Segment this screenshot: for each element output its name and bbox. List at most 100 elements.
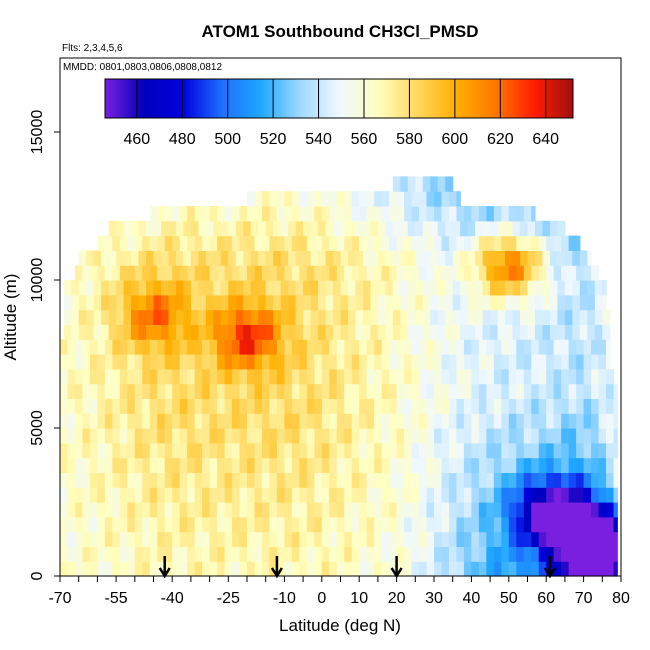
- heatmap-cell: [273, 324, 282, 340]
- colorbar-tick-label: 480: [169, 131, 196, 148]
- heatmap-cell: [164, 339, 173, 355]
- colorbar-swatch: [411, 79, 415, 118]
- heatmap-cell: [205, 250, 214, 266]
- heatmap-cell: [419, 413, 428, 429]
- heatmap-cell: [419, 191, 428, 207]
- heatmap-cell: [329, 428, 338, 444]
- heatmap-cell: [261, 368, 271, 385]
- heatmap-cell: [478, 516, 487, 533]
- heatmap-cell: [463, 561, 472, 577]
- heatmap-cell: [108, 250, 117, 266]
- heatmap-cell: [306, 191, 315, 207]
- heatmap-cell: [172, 206, 181, 222]
- heatmap-cell: [501, 442, 510, 459]
- heatmap-cell: [549, 294, 559, 311]
- heatmap-cell: [497, 280, 506, 296]
- heatmap-cell: [344, 487, 353, 503]
- heatmap-cell: [366, 442, 375, 459]
- heatmap-cell: [175, 250, 185, 266]
- heatmap-cell: [306, 206, 315, 222]
- heatmap-cell: [153, 324, 162, 340]
- heatmap-cell: [463, 428, 472, 444]
- heatmap-cell: [538, 531, 547, 547]
- heatmap-cell: [97, 413, 106, 429]
- heatmap-cell: [478, 487, 487, 503]
- heatmap-cell: [232, 368, 241, 385]
- heatmap-cell: [366, 265, 375, 281]
- heatmap-cell: [321, 383, 330, 399]
- heatmap-cell: [254, 265, 263, 281]
- heatmap-cell: [355, 324, 364, 340]
- colorbar-swatch: [136, 79, 140, 118]
- heatmap-cell: [202, 561, 211, 577]
- heatmap-cell: [441, 516, 450, 533]
- heatmap-cell: [104, 457, 113, 473]
- heatmap-cell: [168, 250, 177, 266]
- heatmap-cell: [613, 487, 618, 503]
- heatmap-cell: [134, 354, 143, 370]
- heatmap-cell: [217, 413, 226, 429]
- heatmap-cell: [407, 294, 416, 311]
- heatmap-cell: [254, 472, 263, 488]
- heatmap-cell: [344, 546, 353, 562]
- heatmap-cell: [131, 250, 140, 266]
- heatmap-cell: [299, 413, 308, 429]
- heatmap-cell: [67, 487, 76, 503]
- heatmap-cell: [475, 294, 484, 311]
- heatmap-cell: [142, 354, 151, 370]
- heatmap-cell: [89, 531, 98, 547]
- heatmap-cell: [602, 309, 611, 325]
- heatmap-cell: [531, 235, 540, 251]
- heatmap-cell: [478, 354, 487, 370]
- heatmap-cell: [531, 398, 540, 414]
- colorbar-swatch: [323, 79, 327, 118]
- heatmap-cell: [89, 413, 98, 429]
- heatmap-cell: [247, 354, 256, 370]
- heatmap-cell: [183, 294, 192, 311]
- heatmap-cell: [493, 265, 502, 281]
- heatmap-cell: [149, 457, 158, 473]
- heatmap-cell: [523, 502, 532, 518]
- heatmap-cell: [284, 546, 293, 562]
- heatmap-cell: [247, 561, 256, 577]
- heatmap-cell: [493, 472, 502, 488]
- heatmap-cell: [254, 206, 263, 222]
- heatmap-cell: [430, 294, 439, 311]
- heatmap-cell: [172, 472, 181, 488]
- heatmap-cell: [419, 546, 428, 562]
- heatmap-cell: [520, 250, 529, 266]
- heatmap-cell: [568, 265, 577, 281]
- heatmap-cell: [389, 487, 398, 503]
- heatmap-cell: [538, 457, 547, 473]
- heatmap-cell: [235, 324, 244, 340]
- heatmap-cell: [325, 280, 334, 296]
- heatmap-cell: [78, 250, 87, 266]
- heatmap-cell: [172, 516, 181, 533]
- heatmap-cell: [336, 339, 345, 355]
- colorbar-swatch: [300, 79, 304, 118]
- heatmap-cell: [445, 324, 454, 340]
- heatmap-cell: [576, 368, 585, 385]
- heatmap-cell: [172, 428, 181, 444]
- heatmap-cell: [209, 531, 218, 547]
- heatmap-cell: [217, 354, 226, 370]
- heatmap-cell: [392, 280, 401, 296]
- heatmap-cell: [546, 413, 555, 429]
- heatmap-cell: [127, 502, 136, 518]
- heatmap-cell: [157, 235, 166, 251]
- heatmap-cell: [67, 531, 76, 547]
- heatmap-cell: [516, 265, 525, 281]
- heatmap-cell: [456, 265, 465, 281]
- heatmap-cell: [366, 531, 375, 547]
- heatmap-cell: [190, 294, 199, 311]
- heatmap-cell: [512, 280, 521, 296]
- heatmap-cell: [202, 502, 211, 518]
- heatmap-cell: [613, 383, 618, 399]
- heatmap-cell: [501, 339, 510, 355]
- heatmap-cell: [355, 220, 364, 237]
- heatmap-cell: [404, 265, 413, 281]
- heatmap-cell: [232, 546, 241, 562]
- heatmap-cell: [493, 502, 502, 518]
- heatmap-cell: [157, 354, 166, 370]
- heatmap-cell: [101, 294, 110, 311]
